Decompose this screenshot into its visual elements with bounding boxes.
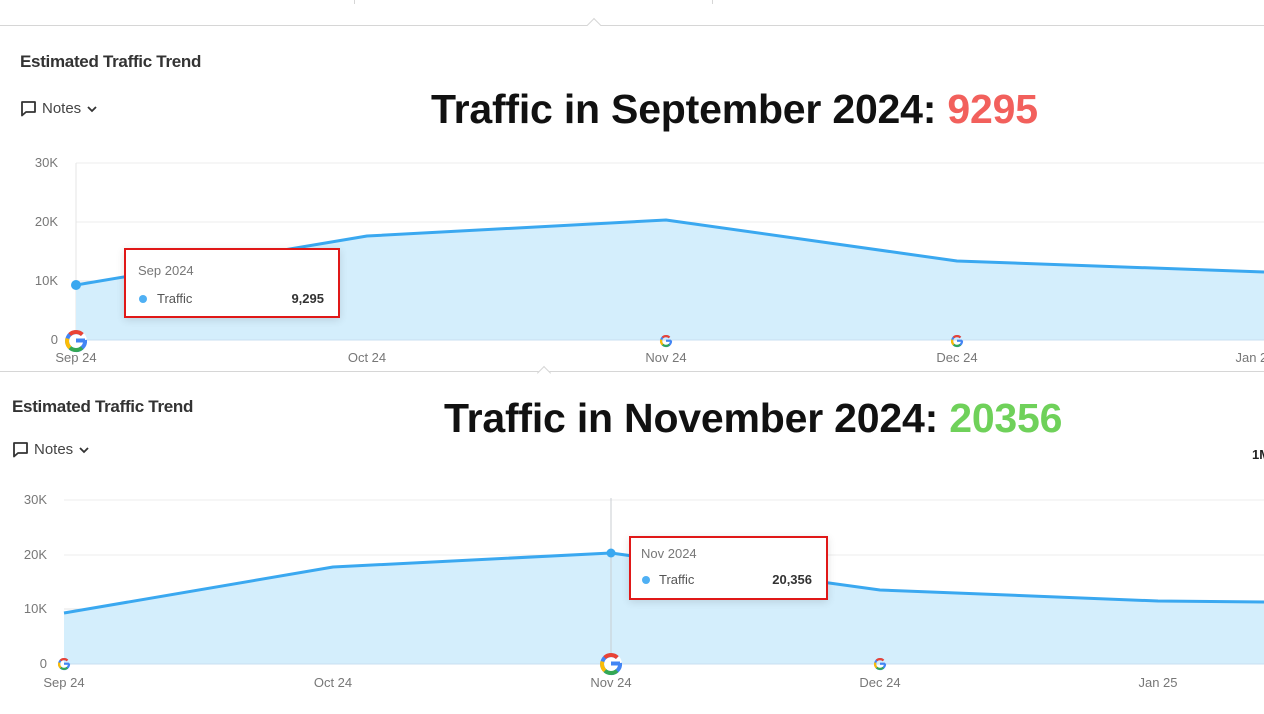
y-tick-0: 0 xyxy=(51,332,58,347)
x-tick-dec: Dec 24 xyxy=(936,350,977,365)
data-tooltip: Nov 2024 Traffic 20,356 xyxy=(629,536,828,600)
x-tick-jan: Jan 25 xyxy=(1235,350,1264,365)
x-tick-nov: Nov 24 xyxy=(590,675,631,690)
notes-label: Notes xyxy=(42,100,82,117)
x-tick-nov: Nov 24 xyxy=(645,350,686,365)
tooltip-date: Sep 2024 xyxy=(138,263,194,278)
section-title: Estimated Traffic Trend xyxy=(12,397,194,416)
tooltip-value: 9,295 xyxy=(291,291,324,306)
chevron-down-icon xyxy=(87,105,97,112)
comment-icon xyxy=(21,101,36,117)
y-tick-20k: 20K xyxy=(24,547,47,562)
google-update-icon xyxy=(600,653,623,676)
tab-divider xyxy=(712,0,713,4)
notes-dropdown[interactable]: Notes xyxy=(20,100,98,117)
notes-dropdown[interactable]: Notes xyxy=(12,441,90,458)
panel-divider xyxy=(0,25,1264,26)
comment-icon xyxy=(13,442,28,458)
x-tick-jan: Jan 25 xyxy=(1138,675,1177,690)
headline-text: Traffic in November 2024: xyxy=(444,395,950,441)
traffic-chart: 30K 20K 10K 0 Sep 24 Oct 24 Nov 24 Dec 2… xyxy=(24,492,1264,690)
headline-text: Traffic in September 2024: xyxy=(431,86,948,132)
y-tick-10k: 10K xyxy=(35,273,58,288)
y-tick-20k: 20K xyxy=(35,214,58,229)
x-tick-sep: Sep 24 xyxy=(55,350,96,365)
x-tick-oct: Oct 24 xyxy=(348,350,386,365)
y-tick-30k: 30K xyxy=(35,155,58,170)
series-dot-icon xyxy=(642,576,650,584)
traffic-chart: 30K 20K 10K 0 Sep 24 Oct 24 Nov 24 Dec 2… xyxy=(35,155,1264,365)
highlighted-point xyxy=(606,548,616,558)
google-update-icon xyxy=(873,658,887,671)
traffic-area xyxy=(64,553,1264,664)
google-update-icon xyxy=(57,658,71,671)
google-update-icon xyxy=(65,330,88,353)
series-dot-icon xyxy=(139,295,147,303)
headline-value: 20356 xyxy=(949,395,1063,441)
panel-divider xyxy=(0,371,1264,372)
data-tooltip: Sep 2024 Traffic 9,295 xyxy=(124,248,340,318)
tooltip-series: Traffic xyxy=(157,291,193,306)
top-traffic-panel: Estimated Traffic Trend Notes Traffic in… xyxy=(0,0,1264,372)
tooltip-date: Nov 2024 xyxy=(641,546,697,561)
y-tick-0: 0 xyxy=(40,656,47,671)
section-title: Estimated Traffic Trend xyxy=(20,52,202,71)
google-update-icon xyxy=(950,335,964,348)
headline-annotation: Traffic in November 2024: 20356 xyxy=(444,395,1062,442)
x-tick-oct: Oct 24 xyxy=(314,675,352,690)
y-tick-30k: 30K xyxy=(24,492,47,507)
bottom-traffic-panel: Estimated Traffic Trend Notes Traffic in… xyxy=(0,365,1264,714)
headline-value: 9295 xyxy=(947,86,1038,132)
highlighted-point xyxy=(71,280,81,290)
chevron-down-icon xyxy=(79,446,89,453)
notes-label: Notes xyxy=(34,441,74,458)
y-tick-10k: 10K xyxy=(24,601,47,616)
tooltip-series: Traffic xyxy=(659,572,695,587)
traffic-area xyxy=(76,220,1264,340)
range-selector-1m[interactable]: 1M xyxy=(1252,447,1264,462)
google-update-icon xyxy=(659,335,673,348)
x-tick-sep: Sep 24 xyxy=(43,675,84,690)
tab-divider xyxy=(354,0,355,4)
tooltip-value: 20,356 xyxy=(772,572,812,587)
headline-annotation: Traffic in September 2024: 9295 xyxy=(431,86,1038,133)
x-tick-dec: Dec 24 xyxy=(859,675,900,690)
